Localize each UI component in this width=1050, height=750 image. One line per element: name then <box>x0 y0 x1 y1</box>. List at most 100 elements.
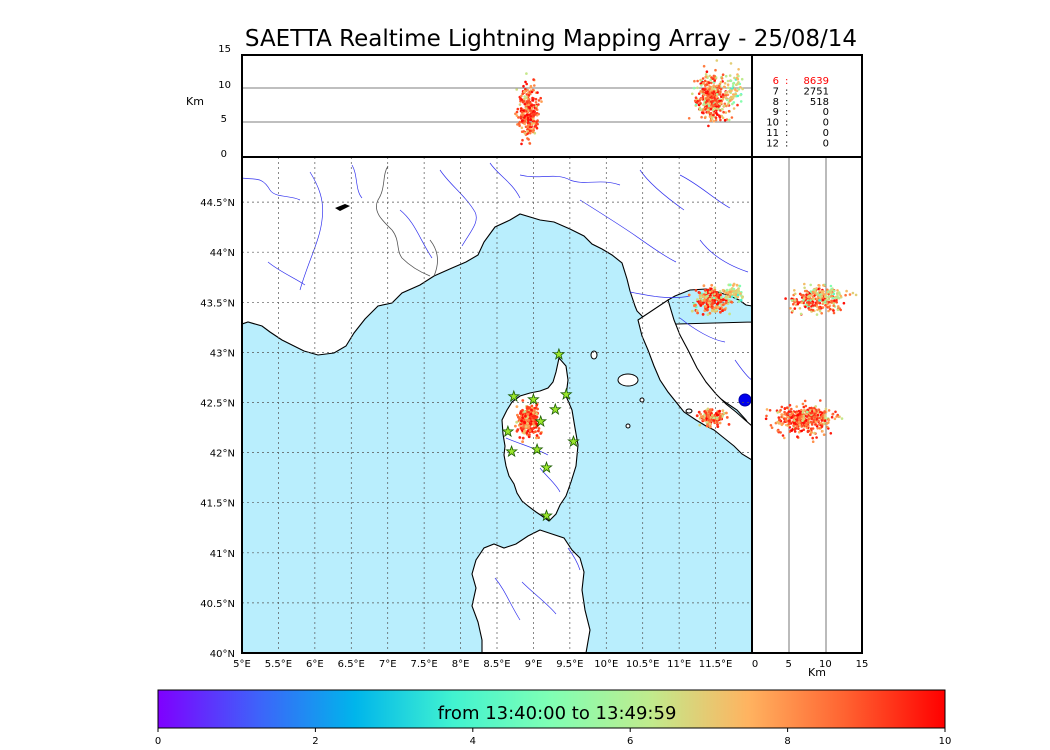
lightning-source-point <box>534 430 537 433</box>
lightning-source-point <box>521 440 524 444</box>
lightning-altitude-point <box>818 289 821 293</box>
lightning-altitude-point <box>797 431 801 434</box>
colorbar-tick-labels: 0 2 4 6 8 10 <box>155 728 951 747</box>
lightning-altitude-point <box>720 101 723 105</box>
lightning-altitude-point <box>822 283 825 287</box>
lightning-altitude-point <box>833 417 837 421</box>
lightning-source-point <box>530 404 534 408</box>
lightning-altitude-point <box>796 300 799 304</box>
elba-island <box>617 373 639 387</box>
lightning-altitude-point <box>788 403 792 407</box>
lightning-altitude-point <box>818 284 821 287</box>
lightning-source-point <box>694 289 698 292</box>
rivers <box>242 162 752 621</box>
counts-row-altitude: 12 <box>766 138 779 149</box>
lightning-altitude-point <box>719 109 722 112</box>
lightning-source-point <box>737 291 740 294</box>
lightning-source-point <box>690 309 694 313</box>
latitude-tick-label: 43.5°N <box>200 298 235 309</box>
lightning-altitude-point <box>515 110 519 114</box>
lightning-altitude-point <box>518 124 521 128</box>
lightning-altitude-point <box>785 419 788 422</box>
lightning-altitude-point <box>701 77 705 80</box>
lightning-source-point <box>726 295 730 299</box>
lightning-altitude-point <box>818 306 821 309</box>
lightning-source-point <box>710 309 714 313</box>
lightning-altitude-point <box>812 297 816 301</box>
lightning-altitude-point <box>716 101 719 104</box>
lightning-altitude-point <box>526 130 529 133</box>
altitude-lon-tick-15: 15 <box>218 44 231 55</box>
lightning-altitude-point <box>708 91 712 94</box>
lightning-altitude-point <box>704 73 708 76</box>
lightning-source-point <box>527 426 530 430</box>
lightning-altitude-point <box>712 113 715 117</box>
lightning-altitude-point <box>768 409 772 412</box>
altitude-lat-tick-label: 0 <box>752 659 758 670</box>
lightning-altitude-point <box>521 138 524 142</box>
lightning-altitude-point <box>727 109 731 113</box>
lightning-altitude-point <box>730 87 734 90</box>
lightning-altitude-point <box>722 110 725 114</box>
lake-marker <box>738 393 752 407</box>
lightning-source-point <box>721 409 725 412</box>
lightning-source-point <box>735 283 739 287</box>
lightning-altitude-point <box>810 417 813 421</box>
lightning-altitude-point <box>726 83 730 86</box>
lightning-source-point <box>707 301 711 304</box>
lightning-altitude-point <box>824 416 827 420</box>
lightning-altitude-point <box>736 103 739 107</box>
lightning-altitude-point <box>527 123 530 127</box>
altitude-longitude-points <box>514 59 744 146</box>
lightning-altitude-point <box>716 107 719 110</box>
lightning-altitude-point <box>803 297 806 301</box>
lightning-source-point <box>519 426 523 430</box>
lightning-altitude-point <box>794 299 797 302</box>
lightning-altitude-point <box>704 75 708 79</box>
lightning-altitude-point <box>815 305 819 308</box>
lightning-altitude-point <box>821 429 824 433</box>
lightning-altitude-point <box>827 309 830 313</box>
lightning-altitude-point <box>701 109 705 112</box>
lightning-altitude-point <box>698 108 702 112</box>
lightning-altitude-point <box>827 409 831 412</box>
lightning-source-point <box>714 308 718 312</box>
lightning-altitude-point <box>526 118 530 122</box>
lightning-altitude-point <box>716 103 719 106</box>
lightning-altitude-point <box>700 115 703 119</box>
altitude-lon-tick-10: 10 <box>218 80 231 91</box>
altitude-counts-panel: 6: 8639 7: 2751 8: 518 9: 0 10: 0 11: 0 12: 0 <box>751 54 863 158</box>
lightning-source-point <box>731 284 735 287</box>
lightning-altitude-point <box>823 300 827 303</box>
lightning-altitude-point <box>702 102 706 106</box>
lightning-source-point <box>528 433 531 437</box>
lightning-altitude-point <box>794 416 797 419</box>
longitude-tick-label: 7°E <box>379 659 397 670</box>
altitude-lon-ylabel: Km <box>186 95 204 108</box>
lightning-source-point <box>515 405 519 408</box>
lightning-source-point <box>527 424 530 427</box>
lightning-altitude-point <box>732 94 736 98</box>
longitude-tick-label: 8.5°E <box>483 659 510 670</box>
lightning-altitude-point <box>778 422 781 425</box>
lightning-altitude-point <box>524 107 528 110</box>
latitude-tick-label: 44°N <box>210 248 235 259</box>
lightning-altitude-point <box>699 102 702 105</box>
lightning-source-point <box>728 283 732 287</box>
lightning-altitude-point <box>809 433 812 437</box>
lightning-altitude-point <box>733 76 736 80</box>
lightning-source-point <box>711 301 715 305</box>
lightning-source-point <box>741 295 744 299</box>
lightning-altitude-point <box>726 79 730 83</box>
altitude-lat-tick-label: 5 <box>785 659 791 670</box>
lightning-altitude-point <box>813 416 816 419</box>
counts-row-separator: : <box>785 128 788 139</box>
lightning-altitude-point <box>519 115 523 118</box>
lightning-altitude-point <box>703 88 706 91</box>
lightning-source-point <box>515 429 519 433</box>
lightning-altitude-point <box>720 77 724 80</box>
lightning-altitude-point <box>801 411 805 414</box>
lightning-altitude-point <box>811 436 814 440</box>
lightning-source-point <box>521 408 524 412</box>
lightning-altitude-point <box>700 97 703 101</box>
